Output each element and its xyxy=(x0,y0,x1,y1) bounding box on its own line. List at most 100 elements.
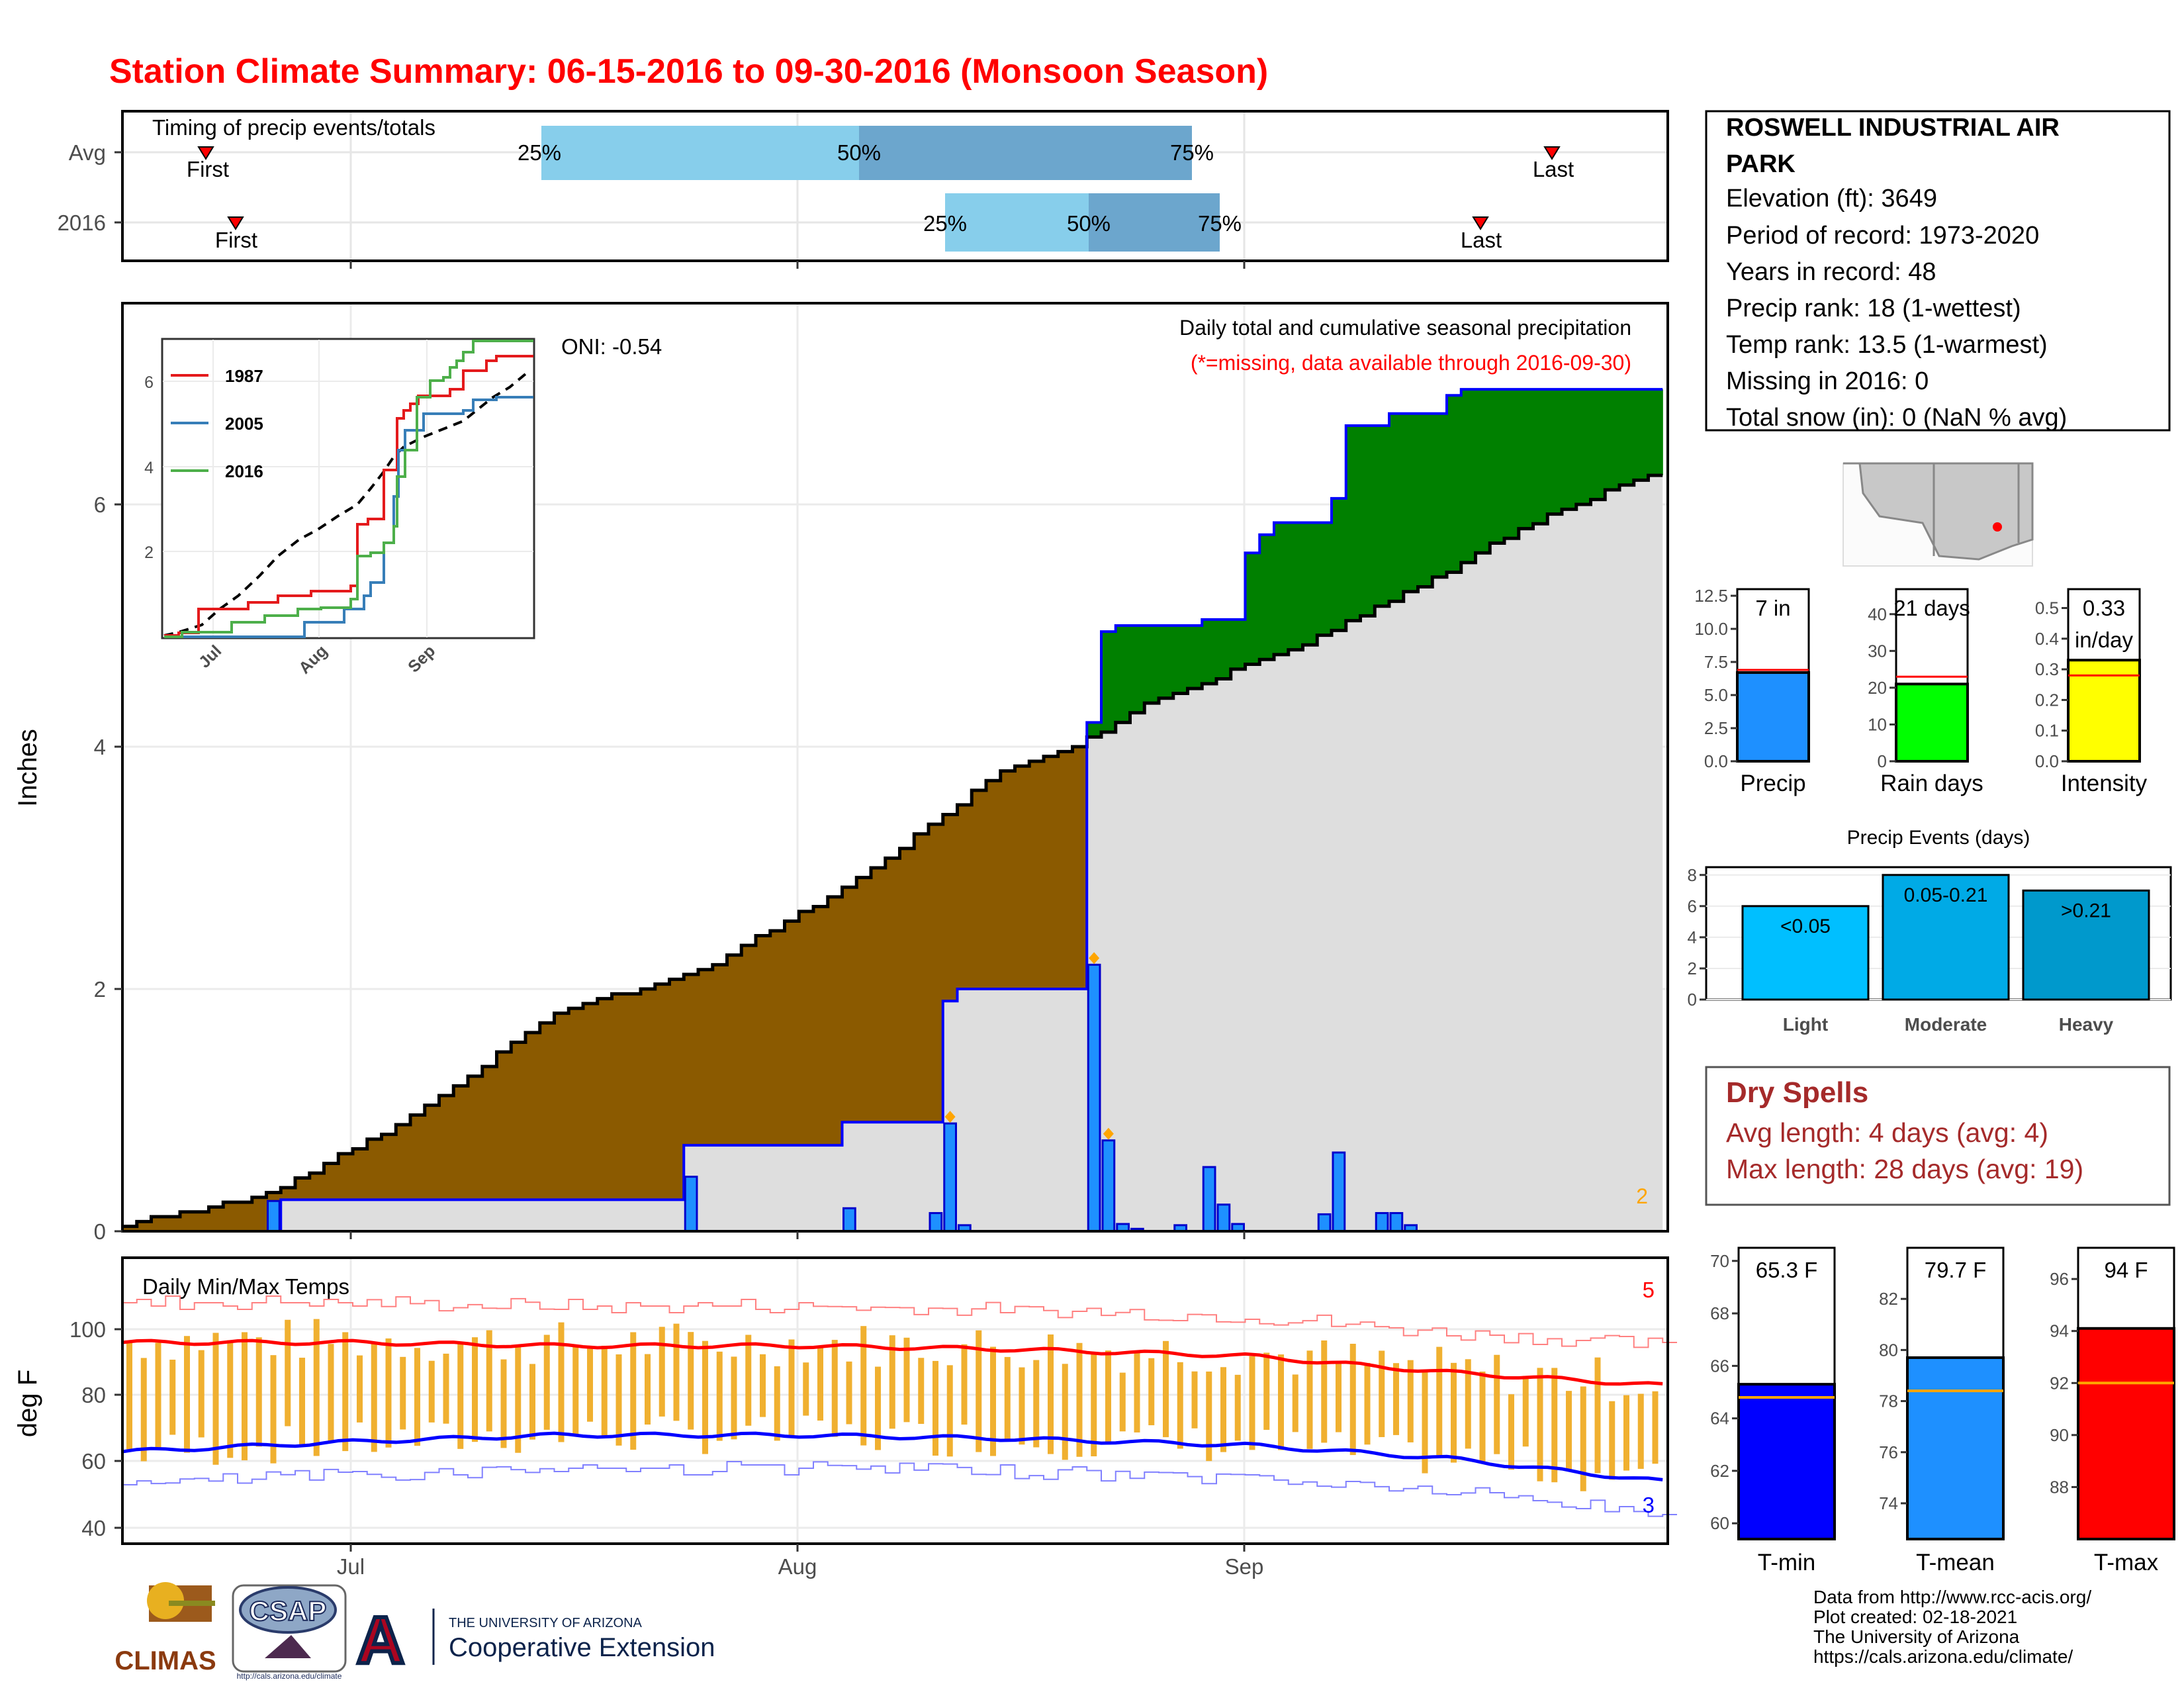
daily-temp-bar xyxy=(1336,1362,1342,1432)
precip-below-avg-fill xyxy=(396,1124,411,1200)
temp-summary-ytick: 66 xyxy=(1710,1356,1729,1376)
daily-temp-bar xyxy=(1393,1363,1399,1435)
events-bar-label: <0.05 xyxy=(1780,915,1831,937)
daily-temp-bar xyxy=(1522,1376,1529,1447)
summary-bar-label: Intensity xyxy=(2061,771,2148,796)
daily-precip-bar xyxy=(1332,1151,1346,1233)
temp-summary-ytick: 82 xyxy=(1879,1289,1898,1309)
precip-below-avg-fill xyxy=(1058,751,1073,989)
precip-ytick-2: 2 xyxy=(94,977,106,1002)
precip-below-avg-fill xyxy=(309,1173,325,1200)
daily-temp-bar xyxy=(1494,1354,1500,1454)
temp-summary-ytick: 80 xyxy=(1879,1340,1898,1360)
footer-source: Data from http://www.rcc-acis.org/ xyxy=(1813,1587,2091,1607)
events-title: Precip Events (days) xyxy=(1847,827,2030,849)
daily-precip-bar xyxy=(1202,1166,1216,1233)
daily-temp-bar xyxy=(1048,1334,1054,1454)
precip-below-avg-fill xyxy=(367,1139,383,1200)
summary-bar-value-label: 21 days xyxy=(1893,596,1970,620)
summary-bar-ytick: 0.0 xyxy=(1704,751,1728,771)
precip-below-avg-fill xyxy=(136,1221,152,1231)
precip-below-avg-fill xyxy=(770,931,786,1146)
timing-avg-p25: 25% xyxy=(518,140,561,165)
temp-summary-ytick: 94 xyxy=(2050,1321,2069,1341)
precip-below-avg-fill xyxy=(496,1052,512,1200)
footer-created: Plot created: 02-18-2021 xyxy=(1813,1607,2017,1627)
precip-below-avg-fill xyxy=(238,1202,253,1231)
precip-below-avg-fill xyxy=(612,994,627,1200)
summary-bar-ytick: 0.0 xyxy=(2035,751,2059,771)
daily-temp-bar xyxy=(731,1356,737,1440)
temp-summary-ytick: 92 xyxy=(2050,1373,2069,1393)
daily-temp-bar xyxy=(1278,1354,1284,1450)
daily-temp-bar xyxy=(860,1326,867,1446)
daily-temp-bar xyxy=(486,1330,492,1432)
daily-precip-bar xyxy=(267,1199,281,1233)
precip-below-avg-fill xyxy=(1000,771,1016,989)
precip-below-avg-fill xyxy=(281,1188,296,1200)
daily-temp-bar xyxy=(385,1338,392,1448)
daily-temp-bar xyxy=(572,1346,579,1436)
temp-summary-t-min: 60 62 64 66 68 70 65.3 F T-min xyxy=(1710,1246,1836,1575)
timing-2016-p25: 25% xyxy=(923,211,967,236)
daily-record-marker xyxy=(1103,1127,1114,1140)
daily-temp-bar xyxy=(1076,1342,1083,1457)
daily-temp-bar xyxy=(357,1355,363,1423)
daily-temp-bar xyxy=(1306,1350,1313,1449)
precip-below-avg-fill xyxy=(727,955,742,1146)
daily-precip-bar xyxy=(1389,1212,1404,1233)
daily-precip-bar xyxy=(1087,963,1101,1233)
temp-ytick-60: 60 xyxy=(81,1449,106,1474)
precip-above-avg-fill xyxy=(1332,498,1347,631)
daily-temp-bar xyxy=(803,1362,809,1416)
precip-below-avg-fill xyxy=(482,1066,498,1200)
timing-avg-first: First xyxy=(187,157,229,181)
station-temp-rank: Temp rank: 13.5 (1-warmest) xyxy=(1726,331,2048,359)
precip-above-avg-fill xyxy=(1360,426,1375,616)
precip-below-avg-fill xyxy=(655,984,670,1200)
summary-bar-ytick: 0.2 xyxy=(2035,690,2059,710)
daily-temp-bar xyxy=(1594,1357,1601,1474)
inset-line-1987 xyxy=(164,355,533,637)
dry-spells-max: Max length: 28 days (avg: 19) xyxy=(1726,1154,2083,1184)
daily-temp-bar xyxy=(184,1336,190,1453)
precip-below-avg-fill xyxy=(929,824,944,1123)
inset-avg-line xyxy=(163,369,531,637)
precip-above-avg-fill xyxy=(1403,413,1419,592)
precip-above-avg-fill xyxy=(1345,426,1361,621)
temp-summary-ytick: 60 xyxy=(1710,1513,1729,1533)
temp-ytick-40: 40 xyxy=(81,1516,106,1540)
precip-below-avg-fill xyxy=(972,790,987,989)
temp-summary-t-mean: 74 76 78 80 82 79.7 F T-mean xyxy=(1879,1246,2005,1575)
precip-below-avg-fill xyxy=(856,877,872,1123)
daily-temp-bar xyxy=(831,1340,838,1437)
timing-2016-50-75 xyxy=(1089,193,1220,252)
daily-temp-bar xyxy=(889,1335,895,1429)
precip-below-avg-fill xyxy=(324,1163,339,1200)
temp-ytick-100: 100 xyxy=(69,1317,106,1342)
inset-plot: 1987 2005 2016 2 4 6 Jul Aug Sep xyxy=(144,338,535,678)
locator-map xyxy=(1843,462,2034,567)
summary-bar-ytick: 20 xyxy=(1868,678,1887,698)
timing-avg-25-50 xyxy=(541,126,859,180)
daily-temp-bar xyxy=(1234,1374,1241,1441)
timing-2016-first: First xyxy=(215,228,257,252)
precip-ylabel: Inches xyxy=(13,729,42,807)
daily-temp-bar xyxy=(1134,1352,1140,1432)
cumulative-2016-line xyxy=(122,388,1663,1233)
temp-summary-ytick: 76 xyxy=(1879,1442,1898,1462)
avg-cumulative-line xyxy=(122,473,1663,1229)
precip-below-avg-fill xyxy=(741,945,756,1146)
ua-logo: A THE UNIVERSITY OF ARIZONA Cooperative … xyxy=(355,1601,715,1679)
daily-temp-bar xyxy=(1220,1367,1226,1452)
precip-above-avg-fill xyxy=(1432,413,1447,577)
daily-temp-bar xyxy=(1551,1368,1558,1483)
precip-above-avg-fill xyxy=(1590,389,1606,500)
inset-ytick-4: 4 xyxy=(144,459,154,477)
temp-summary-label: T-min xyxy=(1758,1550,1816,1575)
summary-bar-ytick: 2.5 xyxy=(1704,718,1728,738)
daily-temp-bar xyxy=(716,1351,723,1441)
precip-below-avg-fill xyxy=(165,1217,181,1231)
page-title: Station Climate Summary: 06-15-2016 to 0… xyxy=(109,52,1268,91)
events-ytick: 6 xyxy=(1688,896,1697,916)
